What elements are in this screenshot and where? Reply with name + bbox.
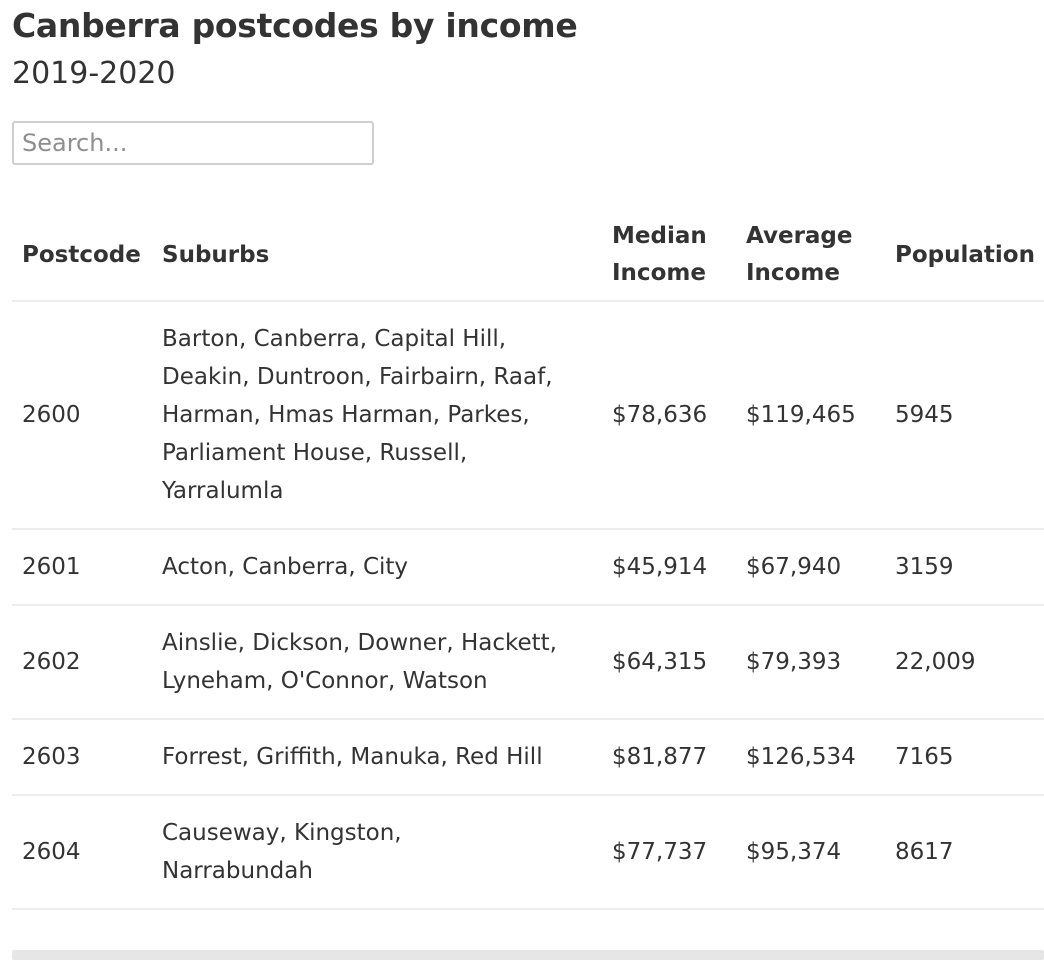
column-header-population-label: Population (895, 241, 1035, 268)
cell-average-income: $119,465 (736, 301, 885, 530)
table-row: 2603 Forrest, Griffith, Manuka, Red Hill… (12, 719, 1044, 796)
table-row: 2600 Barton, Canberra, Capital Hill, Dea… (12, 301, 1044, 530)
cell-population: 3159 (885, 529, 1044, 606)
cell-median-income: $78,636 (602, 301, 736, 530)
suburbs-line: Acton, Canberra, City (162, 554, 409, 580)
column-header-population[interactable]: Population (885, 210, 1044, 302)
column-header-average-line2: Income (746, 260, 840, 286)
cell-postcode: 2602 (12, 605, 152, 720)
table-row: 2604 Causeway, Kingston, Narrabundah $77… (12, 795, 1044, 910)
cell-population: 7165 (885, 719, 1044, 796)
suburbs-line: Parliament House, Russell, (162, 440, 468, 466)
cell-postcode: 2600 (12, 301, 152, 530)
cell-postcode: 2601 (12, 529, 152, 606)
suburbs-line: Ainslie, Dickson, Downer, Hackett, (162, 630, 557, 656)
suburbs-line: Harman, Hmas Harman, Parkes, (162, 402, 530, 428)
postcode-income-table: Postcode Suburbs Median Income Average I… (12, 210, 1044, 910)
cell-suburbs: Ainslie, Dickson, Downer, Hackett, Lyneh… (152, 605, 602, 720)
cell-average-income: $67,940 (736, 529, 885, 606)
cell-suburbs: Barton, Canberra, Capital Hill, Deakin, … (152, 301, 602, 530)
page-subtitle: 2019-2020 (12, 56, 176, 91)
cell-postcode: 2604 (12, 795, 152, 910)
column-header-postcode[interactable]: Postcode (12, 210, 152, 302)
column-header-median-line2: Income (612, 260, 706, 286)
cell-population: 5945 (885, 301, 1044, 530)
table-row: 2602 Ainslie, Dickson, Downer, Hackett, … (12, 605, 1044, 720)
cell-average-income: $126,534 (736, 719, 885, 796)
column-header-average-income[interactable]: Average Income (736, 210, 885, 302)
suburbs-line: Forrest, Griffith, Manuka, Red Hill (162, 744, 543, 770)
suburbs-line: Yarralumla (162, 478, 284, 504)
table-header-row: Postcode Suburbs Median Income Average I… (12, 210, 1044, 302)
cell-postcode: 2603 (12, 719, 152, 796)
cell-suburbs: Acton, Canberra, City (152, 529, 602, 606)
cell-population: 22,009 (885, 605, 1044, 720)
column-header-median-income[interactable]: Median Income (602, 210, 736, 302)
column-header-median-line1: Median (612, 223, 707, 249)
suburbs-line: Deakin, Duntroon, Fairbairn, Raaf, (162, 364, 553, 390)
cell-median-income: $81,877 (602, 719, 736, 796)
cell-population: 8617 (885, 795, 1044, 910)
cell-suburbs: Forrest, Griffith, Manuka, Red Hill (152, 719, 602, 796)
cell-average-income: $79,393 (736, 605, 885, 720)
table-row: 2601 Acton, Canberra, City $45,914 $67,9… (12, 529, 1044, 606)
suburbs-line: Barton, Canberra, Capital Hill, (162, 326, 507, 352)
cell-average-income: $95,374 (736, 795, 885, 910)
column-header-average-line1: Average (746, 223, 853, 249)
search-input[interactable] (12, 121, 374, 165)
horizontal-scrollbar[interactable] (12, 950, 1044, 960)
suburbs-line: Lyneham, O'Connor, Watson (162, 668, 488, 694)
cell-median-income: $64,315 (602, 605, 736, 720)
cell-median-income: $45,914 (602, 529, 736, 606)
column-header-suburbs[interactable]: Suburbs (152, 210, 602, 302)
cell-median-income: $77,737 (602, 795, 736, 910)
suburbs-line: Narrabundah (162, 858, 313, 884)
suburbs-line: Causeway, Kingston, (162, 820, 402, 846)
column-header-suburbs-label: Suburbs (162, 241, 270, 268)
page-title: Canberra postcodes by income (12, 6, 578, 45)
cell-suburbs: Causeway, Kingston, Narrabundah (152, 795, 602, 910)
column-header-postcode-label: Postcode (22, 241, 141, 268)
